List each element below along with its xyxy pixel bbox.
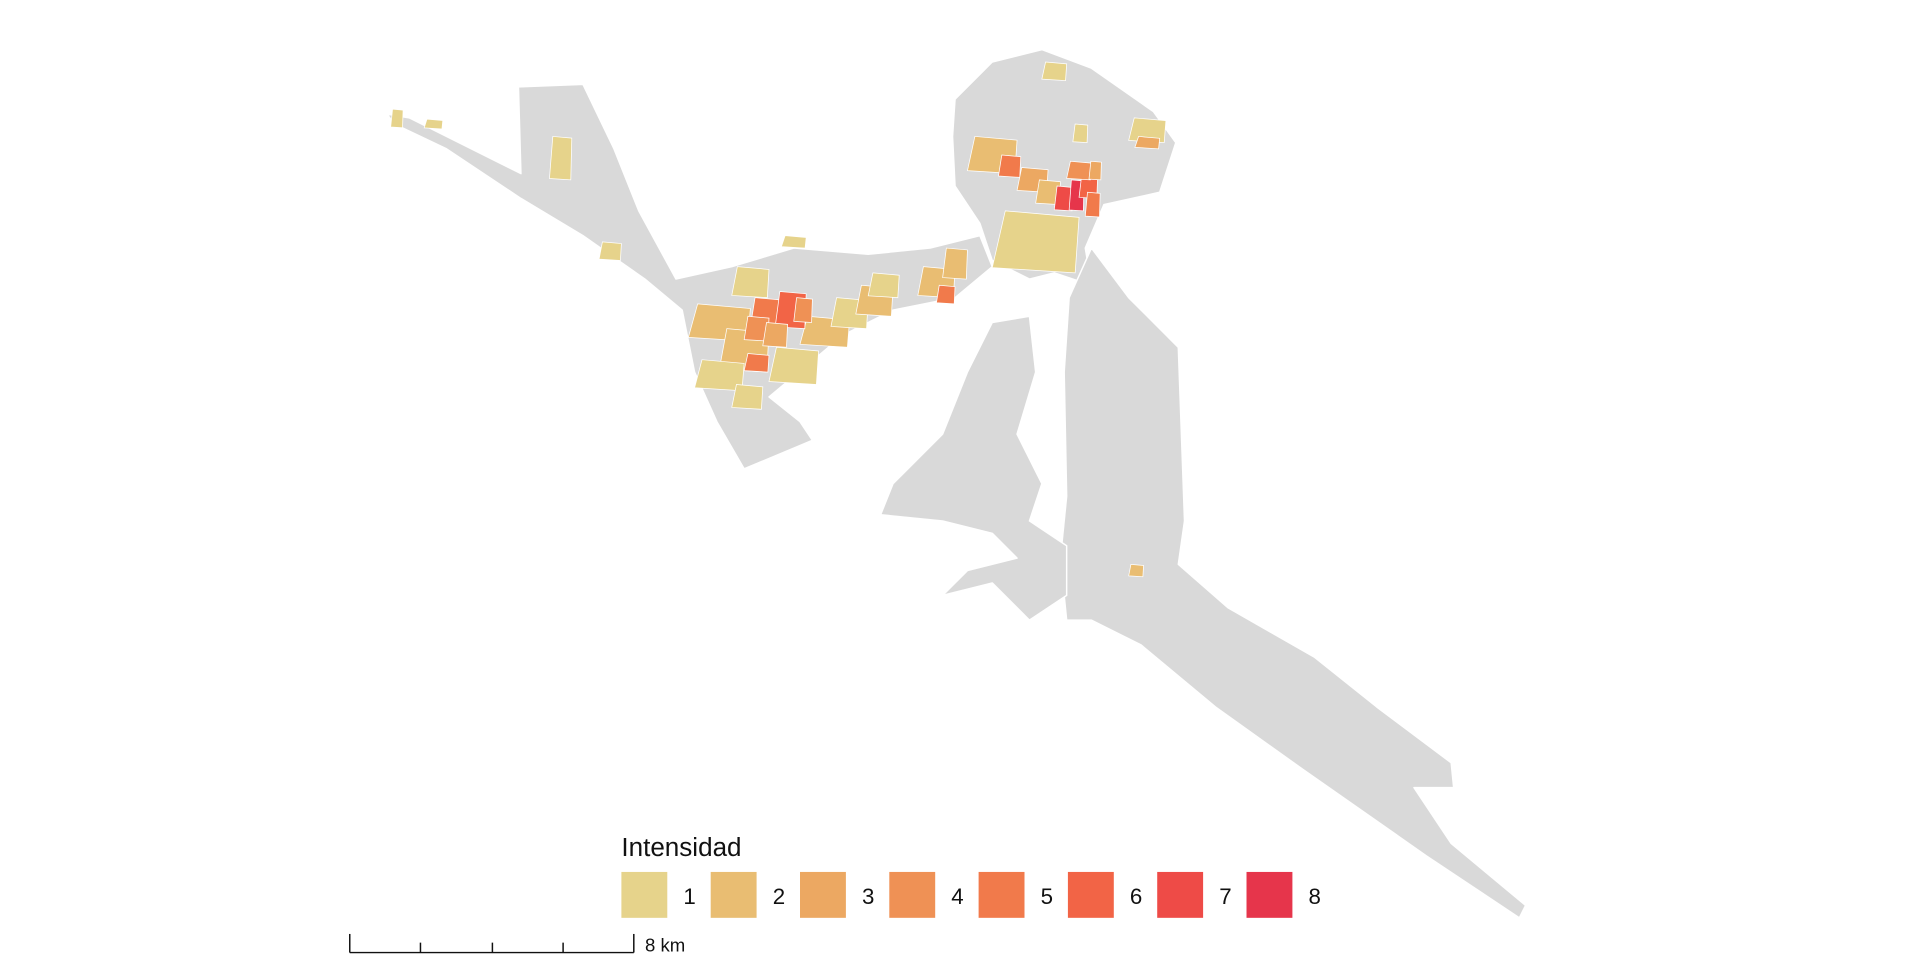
region: [423, 118, 444, 130]
scale-bar: 8 km: [349, 933, 685, 955]
region: [1041, 61, 1068, 82]
region: [998, 154, 1022, 178]
region: [1088, 160, 1102, 181]
region: [942, 247, 968, 280]
region: [768, 346, 820, 385]
region: [793, 297, 813, 323]
region: [1066, 160, 1092, 181]
legend-swatch: [1067, 871, 1114, 918]
legend-label: 5: [1041, 884, 1053, 909]
region: [390, 108, 404, 129]
region: [780, 235, 807, 249]
legend-label: 1: [683, 884, 695, 909]
region: [1053, 185, 1074, 212]
region: [1084, 191, 1101, 218]
land-east-coast: [1059, 247, 1527, 919]
region: [1128, 563, 1144, 578]
region: [936, 284, 956, 305]
legend-swatch: [1246, 871, 1293, 918]
legend: 1 2 3 4 5 6 7 8: [621, 871, 1321, 918]
legend-swatch: [889, 871, 936, 918]
region: [867, 272, 900, 299]
legend-swatch: [978, 871, 1025, 918]
legend-label: 6: [1130, 884, 1142, 909]
region: [1134, 136, 1161, 150]
land-west: [386, 83, 993, 470]
region: [743, 353, 770, 373]
legend-label: 2: [773, 884, 785, 909]
scale-label: 8 km: [645, 934, 685, 955]
region: [762, 322, 788, 348]
land-bay-peninsula: [879, 315, 1068, 621]
region: [731, 266, 770, 299]
region: [1072, 123, 1089, 144]
legend-label: 7: [1219, 884, 1231, 909]
legend-label: 8: [1309, 884, 1321, 909]
regions: [390, 61, 1167, 578]
region: [731, 384, 764, 410]
legend-swatch: [621, 871, 668, 918]
legend-swatch: [710, 871, 757, 918]
region: [1128, 117, 1167, 144]
region: [598, 241, 622, 261]
legend-swatch: [1157, 871, 1204, 918]
region: [991, 210, 1080, 274]
legend-label: 4: [951, 884, 963, 909]
legend-label: 3: [862, 884, 874, 909]
landmass: [386, 48, 1527, 919]
region: [549, 136, 573, 181]
legend-swatch: [800, 871, 846, 918]
legend-title: Intensidad: [621, 832, 741, 862]
